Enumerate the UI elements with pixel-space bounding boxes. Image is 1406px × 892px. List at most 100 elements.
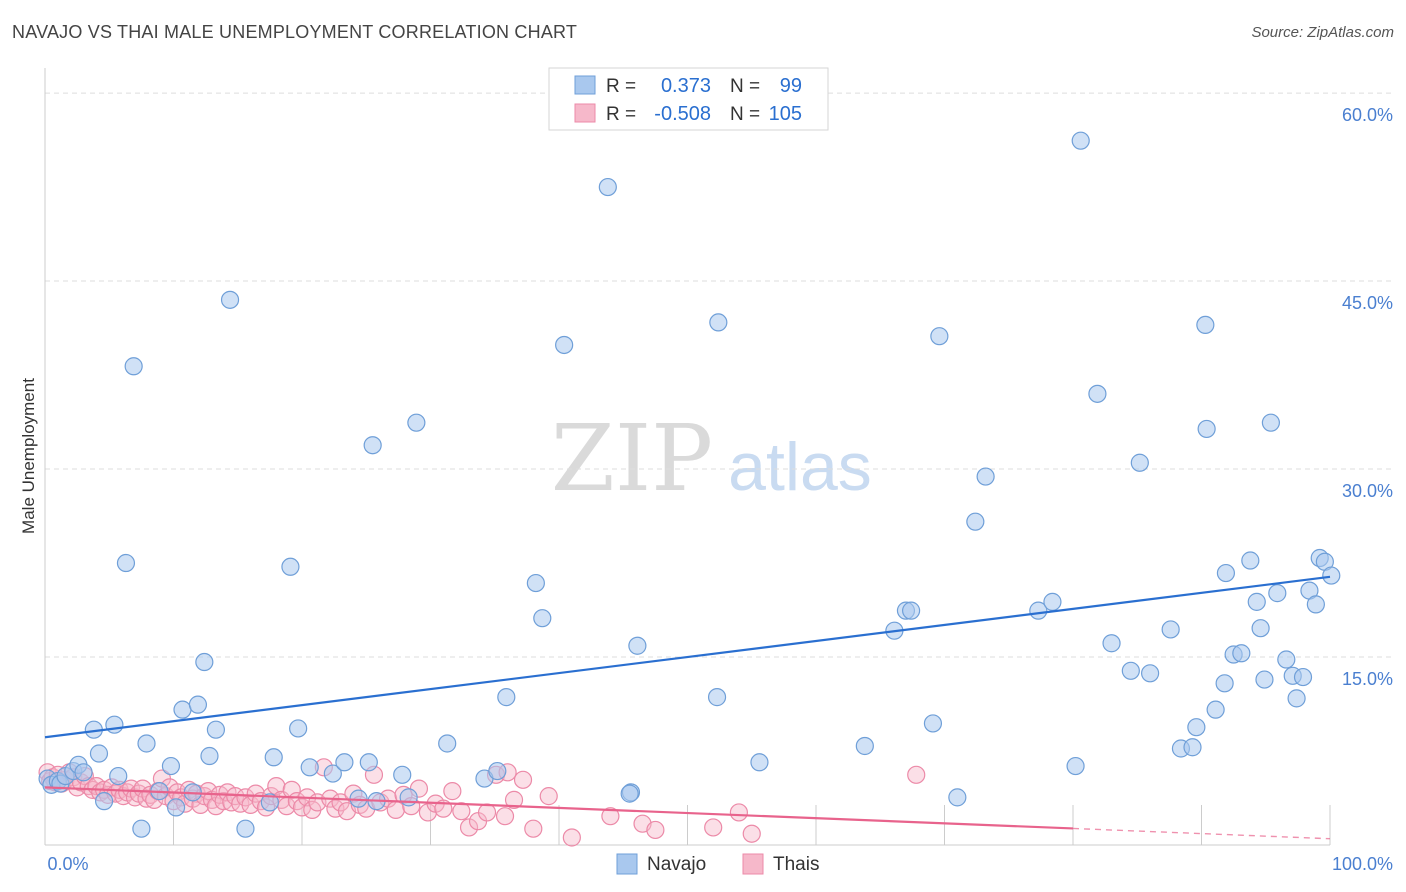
data-point-thais (504, 790, 524, 809)
data-point-navajo (363, 436, 382, 455)
data-point-navajo (300, 758, 319, 777)
data-point-navajo (173, 700, 192, 719)
bottom-legend-label-thais: Thais (773, 854, 819, 875)
data-point-thais (907, 765, 926, 784)
watermark-atlas: atlas (728, 429, 872, 505)
data-point-navajo (359, 753, 378, 772)
bottom-legend-swatch-thais (742, 853, 764, 875)
axes: 15.0% 30.0% 45.0% 60.0% 0.0% 100.0% (44, 68, 1393, 874)
data-point-thais (524, 819, 543, 838)
legend-n-value-navajo: 99 (780, 75, 802, 97)
data-point-navajo (116, 553, 136, 573)
data-point-thais (459, 818, 479, 837)
data-point-thais (513, 770, 533, 789)
data-point-navajo (1232, 644, 1251, 663)
data-point-navajo (1322, 566, 1341, 585)
data-point-navajo (526, 573, 545, 593)
trend-line-navajo (44, 575, 1331, 739)
legend-n-value-thais: 105 (769, 103, 802, 125)
data-point-navajo (1247, 592, 1266, 611)
data-point-navajo (195, 652, 214, 672)
gridlines (45, 92, 1392, 658)
y-tick-label: 15.0% (1342, 669, 1393, 689)
trend-lines (44, 575, 1331, 840)
data-point-thais (477, 803, 497, 822)
legend-r-label-thais: R = (606, 104, 636, 125)
data-point-navajo (620, 784, 639, 803)
data-point-navajo (1251, 619, 1270, 638)
data-point-navajo (1066, 756, 1085, 776)
trend-line-thais (44, 786, 1074, 830)
bottom-legend-swatch-navajo (616, 853, 638, 875)
data-point-thais (562, 828, 581, 847)
data-point-navajo (930, 327, 949, 346)
data-point-navajo (335, 753, 354, 772)
data-point-navajo (1216, 563, 1236, 583)
data-point-navajo (1287, 689, 1306, 708)
data-point-navajo (855, 736, 874, 756)
legend-swatch-thais (574, 103, 596, 123)
data-point-navajo (1268, 584, 1287, 603)
data-point-navajo (1306, 595, 1325, 614)
data-point-thais (729, 803, 749, 822)
data-point-navajo (1293, 667, 1313, 687)
y-tick-label: 45.0% (1342, 293, 1393, 313)
y-axis-label: Male Unemployment (19, 378, 38, 534)
data-point-navajo (976, 467, 995, 486)
data-point-navajo (923, 714, 943, 733)
data-point-thais (601, 807, 620, 826)
data-point-navajo (200, 746, 219, 766)
data-point-navajo (236, 819, 255, 838)
legend-n-label-navajo: N = (730, 76, 760, 97)
data-point-navajo (1261, 413, 1280, 432)
data-point-navajo (407, 413, 426, 432)
data-point-thais (267, 776, 286, 796)
data-point-navajo (393, 765, 412, 784)
legend-r-label-navajo: R = (606, 76, 636, 97)
data-point-navajo (488, 761, 507, 781)
data-point-navajo (137, 734, 156, 753)
data-point-thais (539, 787, 558, 806)
data-point-navajo (289, 719, 308, 738)
y-tick-label: 30.0% (1342, 481, 1393, 501)
data-point-navajo (1206, 700, 1225, 719)
data-point-navajo (628, 636, 647, 655)
data-point-thais (282, 780, 301, 799)
data-point-navajo (1196, 315, 1215, 335)
data-point-navajo (709, 313, 728, 332)
data-point-navajo (281, 557, 300, 576)
data-point-navajo (707, 688, 727, 707)
data-point-navajo (1255, 670, 1274, 689)
data-point-navajo (1161, 620, 1180, 639)
data-point-navajo (1187, 718, 1206, 737)
data-point-navajo (1241, 551, 1260, 570)
data-point-navajo (109, 766, 128, 786)
data-point-navajo (323, 764, 342, 783)
data-point-navajo (74, 763, 93, 782)
x-tick-label: 100.0% (1332, 854, 1393, 874)
data-point-navajo (220, 290, 240, 309)
legend-n-label-thais: N = (730, 104, 760, 125)
data-point-navajo (124, 357, 143, 376)
data-point-navajo (438, 734, 457, 753)
data-point-navajo (598, 177, 617, 197)
stats-legend: R = 0.373 N = 99 R = -0.508 N = 105 (548, 67, 829, 131)
data-point-navajo (89, 744, 109, 763)
data-point-thais (452, 802, 471, 821)
data-point-navajo (1043, 592, 1062, 611)
legend-swatch-navajo (574, 75, 596, 95)
data-point-navajo (555, 335, 574, 355)
data-point-navajo (1071, 131, 1090, 150)
navajo-points (38, 131, 1341, 838)
data-point-navajo (1140, 664, 1160, 683)
data-point-navajo (966, 512, 985, 531)
data-point-navajo (166, 798, 186, 817)
data-point-navajo (1121, 661, 1140, 680)
watermark-zip: ZIP (551, 405, 713, 512)
data-point-navajo (95, 792, 114, 811)
data-point-navajo (264, 748, 283, 767)
data-point-navajo (533, 609, 552, 628)
data-point-navajo (1130, 453, 1149, 472)
data-point-navajo (1197, 419, 1216, 439)
